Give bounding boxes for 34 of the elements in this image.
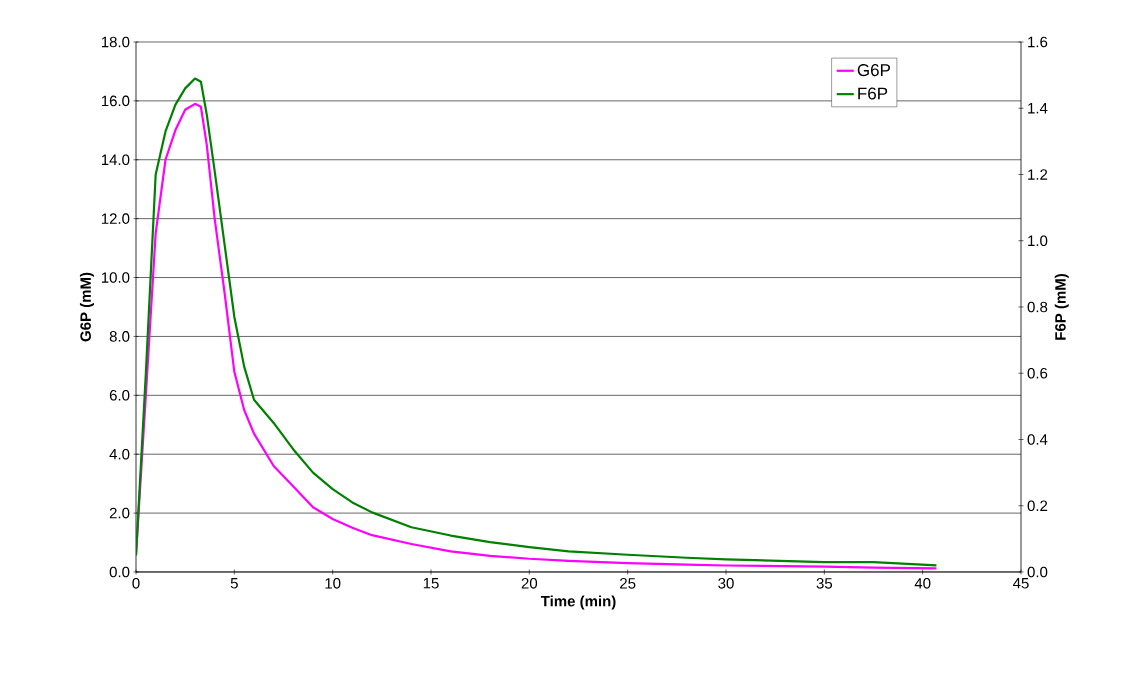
y-tick-label: 18.0: [101, 36, 130, 48]
x-tick-label: 15: [423, 578, 439, 589]
x-tick-label: 25: [620, 578, 636, 589]
y2-tick-label: 0.4: [1027, 434, 1048, 445]
y2-tick-label: 1.4: [1028, 103, 1048, 114]
y-tick-label: 4.0: [109, 448, 130, 460]
y2-tick-label: 1.0: [1028, 235, 1048, 247]
y2-tick-label: 1.6: [1028, 36, 1048, 48]
x-tick-label: 5: [230, 578, 238, 589]
y-tick-label: 2.0: [109, 507, 130, 519]
y-tick-label: 8.0: [109, 331, 130, 342]
legend-label: G6P: [857, 64, 891, 77]
x-tick-label: 40: [914, 578, 931, 589]
x-tick-label: 30: [718, 578, 734, 589]
y2-axis-title: F6P (mM): [1054, 274, 1069, 340]
y-tick-label: 6.0: [109, 390, 130, 401]
y-tick-label: 10.0: [101, 272, 130, 283]
y-tick-label: 14.0: [101, 154, 130, 166]
y2-tick-label: 1.2: [1028, 169, 1048, 180]
x-tick-label: 20: [521, 578, 538, 589]
y2-tick-label: 0.0: [1027, 566, 1048, 578]
x-tick-label: 10: [325, 578, 341, 589]
x-tick-label: 0: [132, 578, 140, 589]
y-tick-label: 0.0: [109, 566, 130, 578]
y-tick-label: 12.0: [101, 213, 130, 224]
y2-tick-label: 0.8: [1027, 301, 1048, 313]
y-tick-label: 16.0: [101, 95, 130, 107]
legend-label: F6P: [858, 87, 888, 100]
y2-tick-label: 0.6: [1027, 367, 1048, 379]
x-tick-label: 35: [816, 578, 833, 589]
y-axis-title: G6P (mM): [79, 272, 94, 342]
x-tick-label: 45: [1013, 578, 1029, 589]
x-axis-title: Time (min): [540, 595, 616, 610]
y2-tick-label: 0.2: [1027, 500, 1048, 512]
